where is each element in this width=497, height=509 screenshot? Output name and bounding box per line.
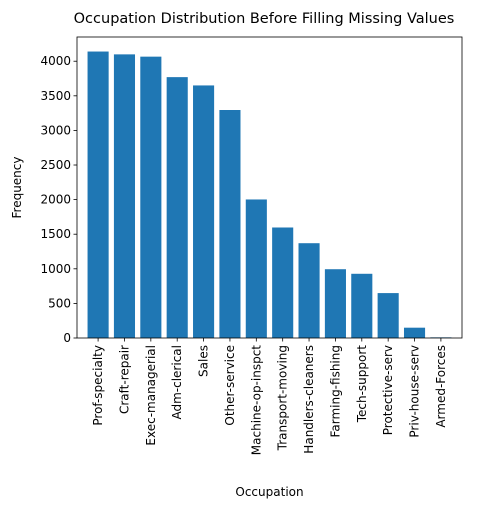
x-tick-label: Protective-serv	[381, 345, 395, 435]
bar-handlers-cleaners	[298, 243, 320, 338]
chart-title: Occupation Distribution Before Filling M…	[74, 11, 455, 27]
y-axis: 0 500 1000 1500 2000 2500 3000 3500 4000	[40, 54, 77, 345]
x-tick-label: Tech-support	[355, 345, 369, 424]
x-tick-label: Sales	[197, 345, 211, 377]
bar-machine-op-inspct	[245, 199, 267, 338]
bar-other-service	[219, 110, 241, 338]
bar-prof-specialty	[87, 51, 109, 338]
bar-craft-repair	[113, 54, 136, 339]
x-tick-label: Handlers-cleaners	[302, 345, 316, 454]
y-tick-label: 3500	[40, 89, 71, 103]
y-tick-label: 2000	[40, 193, 71, 207]
bar-protective-serv	[377, 293, 399, 338]
y-tick-label: 0	[63, 331, 71, 345]
x-tick-label: Exec-managerial	[144, 345, 158, 446]
y-axis-label: Frequency	[10, 157, 24, 219]
plot-frame	[76, 36, 463, 339]
bar-tech-support	[351, 273, 373, 338]
x-tick-label: Farming-fishing	[328, 345, 342, 437]
x-tick-label: Craft-repair	[117, 345, 131, 414]
x-tick-label: Adm-clerical	[170, 345, 184, 420]
y-tick-label: 500	[48, 296, 71, 310]
y-tick-label: 1500	[40, 227, 71, 241]
bar-adm-clerical	[166, 77, 188, 338]
bar-farming-fishing	[324, 269, 346, 338]
x-tick-label: Transport-moving	[276, 345, 290, 451]
y-tick-label: 4000	[40, 54, 71, 68]
x-tick-label: Other-service	[223, 345, 237, 426]
bars-group	[87, 51, 452, 339]
bar-transport-moving	[272, 227, 294, 338]
x-tick-label: Priv-house-serv	[408, 345, 422, 438]
bar-priv-house-serv	[403, 327, 426, 338]
bar-exec-managerial	[140, 56, 162, 339]
bar-sales	[193, 85, 215, 338]
x-tick-label: Prof-specialty	[91, 345, 105, 426]
x-tick-label: Armed-Forces	[434, 345, 448, 428]
x-tick-label: Machine-op-inspct	[249, 345, 263, 455]
y-tick-label: 3000	[40, 123, 71, 137]
x-axis: Prof-specialty Craft-repair Exec-manageria…	[91, 338, 448, 455]
y-tick-label: 1000	[40, 262, 71, 276]
x-axis-label: Occupation	[235, 485, 303, 499]
y-tick-label: 2500	[40, 158, 71, 172]
